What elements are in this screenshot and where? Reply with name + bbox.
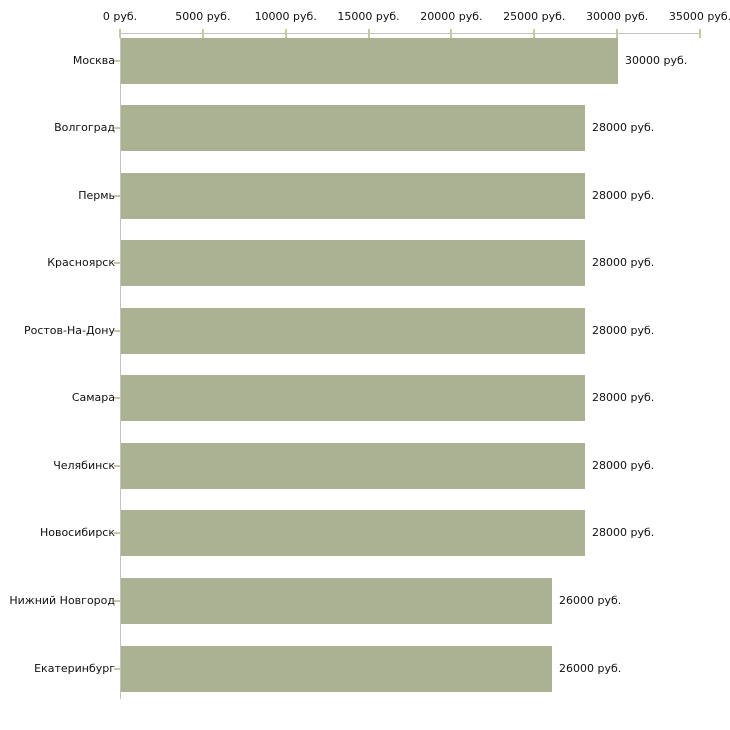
category-label: Нижний Новгород <box>9 594 115 608</box>
y-axis-tick-mark <box>114 59 120 62</box>
value-label: 28000 руб. <box>592 256 655 270</box>
y-axis-tick-mark <box>114 667 120 670</box>
y-axis-tick-mark <box>114 329 120 332</box>
bar <box>121 578 552 625</box>
y-axis-line <box>120 33 121 699</box>
bar <box>121 37 618 84</box>
bar <box>121 442 585 489</box>
category-label: Красноярск <box>47 256 115 270</box>
value-label: 28000 руб. <box>592 391 655 405</box>
category-label: Пермь <box>78 188 115 202</box>
category-label: Екатеринбург <box>34 661 115 675</box>
bar <box>121 240 585 287</box>
category-label: Москва <box>72 53 115 67</box>
x-axis-tick-label: 5000 руб. <box>175 10 231 23</box>
x-axis-tick-label: 15000 руб. <box>337 10 400 23</box>
x-axis-tick-label: 20000 руб. <box>420 10 483 23</box>
category-label: Самара <box>71 391 115 405</box>
x-axis-tick-label: 35000 руб. <box>668 10 730 23</box>
y-axis-tick-mark <box>114 127 120 130</box>
bar <box>121 510 585 557</box>
category-label: Челябинск <box>53 458 115 472</box>
value-label: 28000 руб. <box>592 323 655 337</box>
y-axis-tick-mark <box>114 464 120 467</box>
value-label: 26000 руб. <box>559 661 622 675</box>
y-axis-tick-mark <box>114 194 120 197</box>
category-label: Новосибирск <box>39 526 115 540</box>
value-label: 28000 руб. <box>592 526 655 540</box>
x-axis-tick-label: 25000 руб. <box>503 10 566 23</box>
bar <box>121 105 585 152</box>
value-label: 28000 руб. <box>592 188 655 202</box>
x-axis-tick-label: 10000 руб. <box>254 10 317 23</box>
bar <box>121 375 585 422</box>
bar <box>121 645 552 692</box>
value-label: 30000 руб. <box>625 53 688 67</box>
y-axis-tick-mark <box>114 262 120 265</box>
value-label: 28000 руб. <box>592 121 655 135</box>
category-label: Волгоград <box>54 121 115 135</box>
y-axis-tick-mark <box>114 532 120 535</box>
y-axis-tick-mark <box>114 397 120 400</box>
x-axis-tick-label: 30000 руб. <box>586 10 649 23</box>
bar <box>121 307 585 354</box>
x-axis-tick-label: 0 руб. <box>102 10 138 23</box>
value-label: 28000 руб. <box>592 458 655 472</box>
category-label: Ростов-На-Дону <box>23 323 115 337</box>
y-axis-tick-mark <box>114 600 120 603</box>
value-label: 26000 руб. <box>559 594 622 608</box>
bar <box>121 172 585 219</box>
x-axis-line <box>120 33 701 34</box>
